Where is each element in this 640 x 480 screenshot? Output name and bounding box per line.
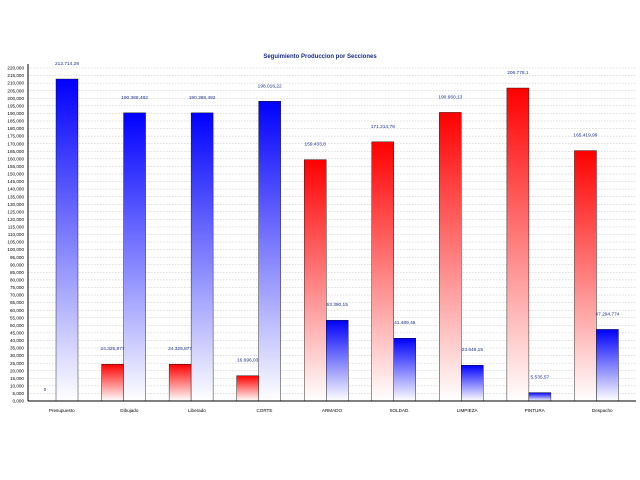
x-tick-label: Dibujado xyxy=(120,408,139,413)
bar-red xyxy=(506,87,530,402)
data-label: 159.433,8 xyxy=(305,142,327,148)
y-tick-label: 65,000 xyxy=(10,300,24,305)
y-tick-label: 205,000 xyxy=(7,88,24,93)
x-axis-tick-labels: Presupuesto Dibujado Liberado CORTE ARMADO SO… xyxy=(49,408,613,413)
y-tick-label: 105,000 xyxy=(7,240,24,245)
y-tick-label: 195,000 xyxy=(7,103,24,108)
grid-lines xyxy=(28,67,636,394)
data-label: 198.016,22 xyxy=(258,83,282,89)
x-tick-label: Despacho xyxy=(592,408,613,413)
bar-blue xyxy=(461,365,484,402)
y-tick-label: 50,000 xyxy=(10,323,24,328)
y-tick-label: 125,000 xyxy=(7,209,24,214)
y-tick-label: 165,000 xyxy=(7,149,24,154)
data-label: 41.489,45 xyxy=(394,320,416,326)
data-label: 0 xyxy=(44,387,47,393)
x-tick-label: PINTURA xyxy=(525,408,546,413)
y-tick-label: 70,000 xyxy=(10,293,24,298)
y-tick-label: 145,000 xyxy=(7,179,24,184)
bars xyxy=(55,78,619,402)
y-tick-label: 185,000 xyxy=(7,119,24,124)
y-tick-label: 190,000 xyxy=(7,111,24,116)
y-axis-tick-labels: 0,000 5,000 10,000 15,000 20,000 25,000 30,000… xyxy=(7,66,24,404)
data-label: 24.325,877 xyxy=(168,346,192,352)
y-tick-label: 100,000 xyxy=(7,247,24,252)
y-tick-label: 45,000 xyxy=(10,330,24,335)
y-tick-label: 10,000 xyxy=(10,383,24,388)
y-tick-label: 60,000 xyxy=(10,308,24,313)
bar-blue xyxy=(55,78,79,402)
data-labels: 0 212.714,28 24.325,877 190.368,482 24.325,8… xyxy=(44,61,620,393)
data-label: 16.696,03 xyxy=(237,358,259,364)
chart-title: Seguimiento Produccion por Secciones xyxy=(263,54,377,60)
x-tick-label: Presupuesto xyxy=(49,408,75,413)
x-tick-label: Liberado xyxy=(188,408,206,413)
y-tick-label: 80,000 xyxy=(10,278,24,283)
y-tick-label: 140,000 xyxy=(7,187,24,192)
data-label: 190.368,482 xyxy=(189,95,216,101)
x-tick-label: LIMPIEZA xyxy=(457,408,479,413)
y-tick-label: 55,000 xyxy=(10,315,24,320)
y-tick-label: 40,000 xyxy=(10,338,24,343)
bar-red xyxy=(371,141,394,402)
y-tick-label: 115,000 xyxy=(8,225,25,230)
bar-blue xyxy=(123,112,146,402)
y-tick-label: 85,000 xyxy=(10,270,24,275)
y-tick-label: 210,000 xyxy=(7,81,24,86)
data-label: 212.714,28 xyxy=(55,61,79,67)
y-tick-label: 180,000 xyxy=(7,126,24,131)
y-tick-label: 30,000 xyxy=(10,353,24,358)
y-tick-label: 160,000 xyxy=(7,156,24,161)
bar-red xyxy=(574,150,597,402)
bar-blue xyxy=(528,392,552,402)
bar-red xyxy=(439,112,462,402)
bar-blue xyxy=(190,112,214,402)
data-label: 190.660,13 xyxy=(438,94,462,100)
y-tick-label: 220,000 xyxy=(7,66,24,71)
bar-blue xyxy=(596,329,619,402)
bar-red xyxy=(304,159,327,402)
bar-red xyxy=(168,363,192,402)
y-tick-label: 95,000 xyxy=(10,255,24,260)
x-tick-label: CORTE xyxy=(256,408,272,413)
data-label: 24.325,877 xyxy=(101,346,125,352)
data-label: 190.368,482 xyxy=(121,95,148,101)
y-tick-label: 0,000 xyxy=(13,399,25,404)
bar-blue xyxy=(258,101,281,402)
data-label: 53.390,15 xyxy=(327,302,349,308)
y-tick-label: 130,000 xyxy=(7,202,24,207)
data-label: 165.419,99 xyxy=(573,133,597,139)
y-tick-label: 200,000 xyxy=(7,96,24,101)
data-label: 47.294,774 xyxy=(595,311,619,317)
x-tick-label: ARMADO xyxy=(322,408,343,413)
y-tick-label: 120,000 xyxy=(7,217,24,222)
bar-red xyxy=(236,375,259,402)
y-tick-label: 175,000 xyxy=(7,134,24,139)
bar-blue xyxy=(326,319,349,402)
data-label: 23.646,15 xyxy=(462,347,484,353)
y-tick-label: 155,000 xyxy=(7,164,24,169)
y-tick-label: 15,000 xyxy=(10,376,24,381)
y-tick-label: 25,000 xyxy=(10,361,24,366)
data-label: 206.778,1 xyxy=(507,70,529,76)
y-tick-label: 135,000 xyxy=(7,194,24,199)
y-tick-label: 5,000 xyxy=(13,391,25,396)
bar-red xyxy=(101,363,124,402)
y-tick-label: 110,000 xyxy=(8,232,25,237)
data-label: 5.535,57 xyxy=(531,375,550,381)
y-tick-label: 35,000 xyxy=(10,346,24,351)
bar-blue xyxy=(393,338,416,402)
x-tick-label: SOLDAD. xyxy=(389,408,409,413)
y-tick-label: 20,000 xyxy=(10,368,24,373)
y-tick-label: 150,000 xyxy=(7,172,24,177)
y-tick-label: 215,000 xyxy=(7,73,24,78)
y-tick-label: 170,000 xyxy=(7,141,24,146)
y-tick-label: 75,000 xyxy=(10,285,24,290)
y-tick-label: 90,000 xyxy=(10,262,24,267)
data-label: 171.214,79 xyxy=(371,124,395,130)
